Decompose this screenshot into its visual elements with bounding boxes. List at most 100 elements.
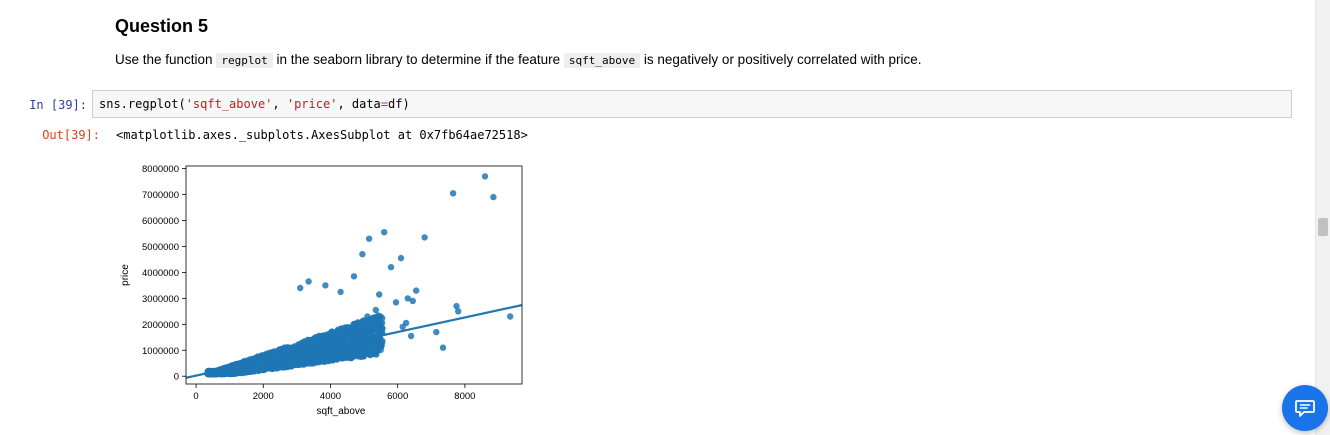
page-scrollbar[interactable] (1315, 0, 1330, 435)
scatter-point (367, 318, 374, 326)
code-token: df) (388, 97, 410, 111)
scatter-points (297, 173, 514, 351)
question-text-part2: in the seaborn library to determine if t… (276, 52, 561, 67)
scatter-point (433, 328, 440, 336)
scatter-point (397, 254, 405, 262)
scatter-point (263, 360, 270, 368)
scatter-point (305, 351, 312, 359)
y-axis-label: price (120, 264, 131, 286)
scatter-point (352, 333, 360, 340)
scatter-point (309, 337, 316, 344)
question-text-part3: is negatively or positively correlated w… (643, 52, 922, 67)
scatter-point (373, 351, 380, 358)
scatter-point (305, 358, 312, 365)
scatter-point (481, 173, 489, 180)
y-tick-label: 7000000 (142, 190, 179, 201)
scatter-point (368, 344, 375, 352)
scatter-point (372, 306, 379, 314)
scatter-point (350, 273, 358, 280)
scatter-point (344, 331, 351, 338)
code-input-area[interactable]: sns.regplot('sqft_above', 'price', data=… (92, 90, 1292, 118)
scatter-point (322, 282, 329, 289)
code-line: sns.regplot('sqft_above', 'price', data=… (99, 97, 410, 111)
scatter-point (263, 353, 270, 360)
axes-group: 0 2000 4000 6000 8000 0 1000000 2000000 3000000 4… (142, 164, 523, 402)
question-text-part1: Use the function (115, 52, 213, 67)
y-tick-label: 0 (174, 372, 179, 383)
regplot-chart: 0 2000 4000 6000 8000 0 1000000 2000000 3000000 4… (120, 164, 523, 417)
code-token: , data (337, 97, 381, 111)
scatter-point (365, 235, 373, 242)
y-tick-label: 8000000 (142, 164, 179, 175)
scatter-point (254, 365, 261, 372)
y-tick-label: 3000000 (142, 294, 179, 305)
x-tick-label: 4000 (320, 391, 341, 402)
scatter-point (351, 321, 358, 329)
regression-line (186, 304, 522, 379)
scatter-point (311, 359, 319, 366)
scatter-point (337, 288, 344, 296)
x-tick-label: 2000 (253, 391, 274, 402)
scatter-point (290, 355, 298, 362)
scatter-point (368, 339, 376, 346)
y-tick-label: 4000000 (142, 268, 179, 279)
x-tick-label: 0 (193, 391, 198, 402)
scatter-point (373, 340, 381, 348)
scatter-point (343, 336, 351, 343)
markdown-cell: Question 5 Use the function regplot in t… (115, 14, 1295, 68)
code-token: , (272, 97, 287, 111)
scatter-point (413, 287, 420, 294)
scatter-point (273, 351, 281, 358)
y-tick-label: 2000000 (142, 320, 179, 331)
scatter-point (246, 364, 254, 371)
scatter-point (282, 360, 289, 367)
scatter-point (297, 284, 304, 292)
scatter-point (376, 291, 383, 298)
scatter-point (281, 345, 288, 352)
code-token: sns.regplot( (99, 97, 186, 111)
scatter-point (507, 313, 514, 320)
scatter-point (290, 345, 297, 352)
x-axis-label: sqft_above (317, 406, 366, 417)
scatter-point (402, 319, 410, 327)
scatter-point (453, 302, 460, 310)
scatter-point (319, 348, 327, 356)
scatter-point (340, 354, 348, 361)
scatter-point (313, 351, 321, 358)
scatter-point (404, 295, 411, 302)
scatter-point (238, 368, 245, 375)
scatter-point (296, 355, 303, 362)
scatter-point (298, 340, 305, 347)
scatter-point (358, 352, 366, 359)
scatter-point (364, 313, 371, 320)
y-tick-label: 5000000 (142, 242, 179, 253)
plot-frame (185, 165, 523, 385)
scatter-point (407, 332, 415, 340)
scatter-point (250, 356, 257, 363)
scatter-point (387, 264, 395, 271)
scatter-point (335, 329, 342, 336)
inline-code-sqft-above: sqft_above (563, 53, 641, 68)
chat-bubble-icon (1295, 400, 1315, 417)
code-string-token: 'price' (286, 97, 338, 111)
regression-line-group (186, 304, 522, 379)
code-operator-token: = (380, 97, 389, 111)
chat-button[interactable] (1282, 385, 1328, 431)
scatter-point (449, 190, 457, 197)
scatter-point (273, 363, 280, 370)
output-repr-text: <matplotlib.axes._subplots.AxesSubplot a… (116, 128, 528, 142)
scrollbar-thumb[interactable] (1318, 218, 1328, 236)
scatter-point (305, 278, 312, 285)
scatter-point (378, 319, 386, 327)
scatter-point (355, 345, 362, 353)
y-tick-label: 1000000 (142, 346, 179, 357)
scatter-point (325, 348, 332, 355)
scatter-point (343, 324, 350, 331)
scatter-point (439, 344, 447, 351)
scatter-point (358, 340, 365, 347)
scatter-point (490, 193, 497, 201)
scatter-point (373, 327, 381, 334)
scatter-point (381, 229, 388, 236)
scatter-point (350, 352, 358, 359)
scatter-point (455, 308, 462, 315)
